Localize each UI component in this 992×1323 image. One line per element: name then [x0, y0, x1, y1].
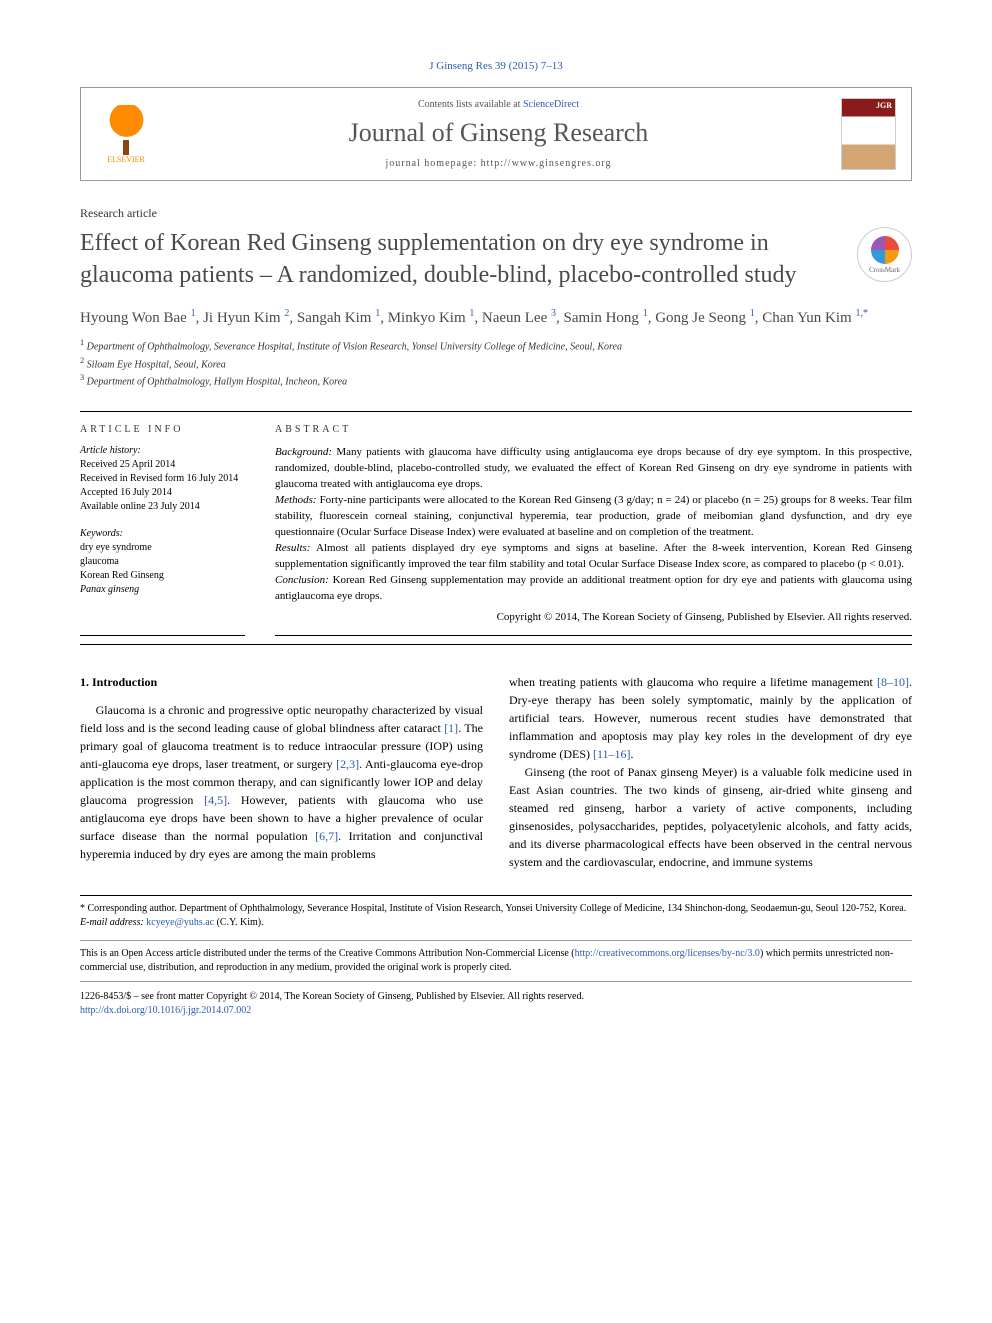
intro-paragraph: Glaucoma is a chronic and progressive op… [80, 701, 483, 863]
introduction-heading: 1. Introduction [80, 673, 483, 691]
history-item: Received 25 April 2014 [80, 458, 245, 472]
ref-link[interactable]: [1] [444, 721, 458, 735]
keyword: Korean Red Ginseng [80, 569, 245, 583]
history-item: Available online 23 July 2014 [80, 500, 245, 514]
abstract-column: ABSTRACT Background: Many patients with … [275, 424, 912, 635]
footer-meta: 1226-8453/$ – see front matter Copyright… [80, 990, 912, 1018]
history-item: Received in Revised form 16 July 2014 [80, 472, 245, 486]
contents-available: Contents lists available at ScienceDirec… [156, 99, 841, 110]
abstract-body: Background: Many patients with glaucoma … [275, 445, 912, 604]
keyword: Panax ginseng [80, 583, 245, 597]
history-item: Accepted 16 July 2014 [80, 486, 245, 500]
doi-link[interactable]: http://dx.doi.org/10.1016/j.jgr.2014.07.… [80, 1005, 251, 1016]
keywords-label: Keywords: [80, 528, 245, 539]
affiliations: 1 Department of Ophthalmology, Severance… [80, 337, 912, 389]
ref-link[interactable]: [2,3] [336, 757, 359, 771]
abstract-copyright: Copyright © 2014, The Korean Society of … [275, 611, 912, 623]
article-info-column: ARTICLE INFO Article history: Received 2… [80, 424, 245, 635]
body-paragraph: Ginseng (the root of Panax ginseng Meyer… [509, 763, 912, 871]
footnotes: * Corresponding author. Department of Op… [80, 895, 912, 1018]
article-type: Research article [80, 206, 912, 221]
journal-homepage: journal homepage: http://www.ginsengres.… [156, 158, 841, 169]
keyword: glaucoma [80, 555, 245, 569]
ref-link[interactable]: [6,7] [315, 829, 338, 843]
body-column-right: when treating patients with glaucoma who… [509, 673, 912, 871]
abstract-header: ABSTRACT [275, 424, 912, 435]
citation-header: J Ginseng Res 39 (2015) 7–13 [80, 60, 912, 72]
journal-name: Journal of Ginseng Research [156, 118, 841, 148]
history-label: Article history: [80, 445, 245, 456]
body-paragraph: when treating patients with glaucoma who… [509, 673, 912, 763]
elsevier-logo: ELSEVIER [96, 99, 156, 169]
body-columns: 1. Introduction Glaucoma is a chronic an… [80, 673, 912, 871]
keyword: dry eye syndrome [80, 541, 245, 555]
journal-masthead: ELSEVIER Contents lists available at Sci… [80, 87, 912, 181]
article-title: Effect of Korean Red Ginseng supplementa… [80, 227, 842, 292]
ref-link[interactable]: [4,5] [204, 793, 227, 807]
sciencedirect-link[interactable]: ScienceDirect [523, 99, 579, 110]
journal-cover-thumb [841, 98, 896, 170]
email-link[interactable]: kcyeye@yuhs.ac [146, 917, 214, 928]
email-line: E-mail address: kcyeye@yuhs.ac (C.Y. Kim… [80, 916, 912, 930]
license-link[interactable]: http://creativecommons.org/licenses/by-n… [575, 948, 760, 959]
license-box: This is an Open Access article distribut… [80, 940, 912, 982]
article-info-header: ARTICLE INFO [80, 424, 245, 435]
authors-list: Hyoung Won Bae 1, Ji Hyun Kim 2, Sangah … [80, 306, 912, 330]
crossmark-badge[interactable]: CrossMark [857, 227, 912, 282]
corresponding-author: * Corresponding author. Department of Op… [80, 902, 912, 916]
ref-link[interactable]: [8–10] [877, 675, 909, 689]
body-column-left: 1. Introduction Glaucoma is a chronic an… [80, 673, 483, 871]
ref-link[interactable]: [11–16] [593, 747, 631, 761]
